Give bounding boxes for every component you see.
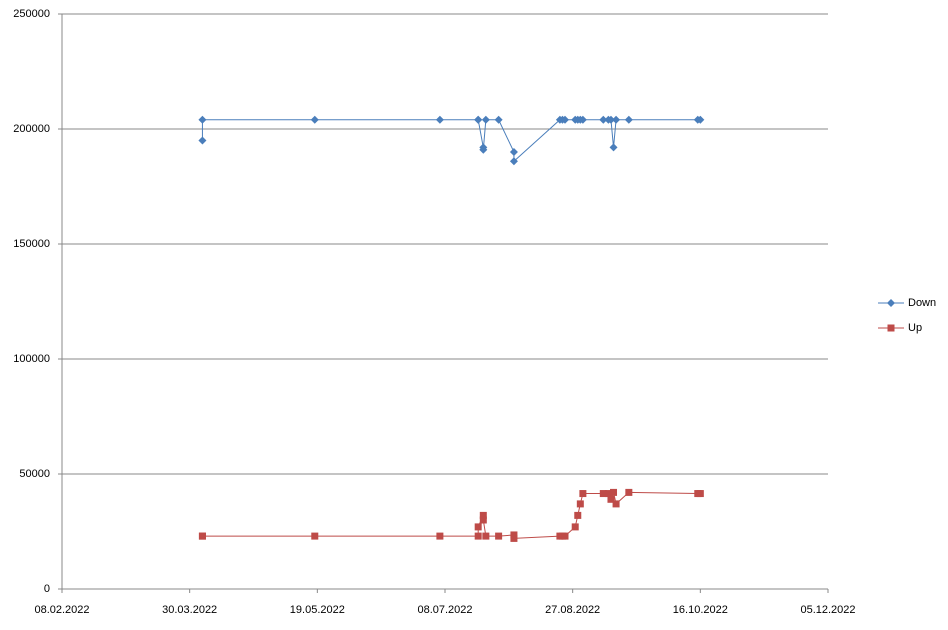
point [510,534,518,542]
point [612,115,621,124]
point [607,495,615,503]
legend-label: Down [908,297,936,309]
point [474,523,482,531]
y-tick-label: 250000 [13,8,50,20]
point [474,532,482,540]
point [509,148,518,156]
x-tick-label: 16.10.2022 [673,604,728,616]
x-tick-label: 19.05.2022 [290,604,345,616]
point [198,115,207,124]
y-tick-label: 200000 [13,123,50,135]
point [609,143,618,152]
x-tick-label: 27.08.2022 [545,604,600,616]
point [696,490,704,498]
point [561,115,570,124]
x-tick-label: 05.12.2022 [800,604,855,616]
point [599,115,608,124]
point [310,115,319,124]
point [482,532,490,540]
point [435,115,444,124]
point [198,136,207,145]
point [561,532,569,540]
point [494,115,503,124]
point [509,157,518,166]
x-tick-label: 08.07.2022 [417,604,472,616]
point [610,488,618,496]
y-tick-label: 100000 [13,353,50,365]
legend-marker [887,324,895,332]
point [474,115,483,124]
point [612,500,620,508]
point [606,115,615,124]
point [625,488,633,496]
point [479,145,488,154]
x-tick-label: 08.02.2022 [34,604,89,616]
point [495,532,503,540]
y-tick-label: 0 [44,583,50,595]
point [696,115,705,124]
y-tick-label: 150000 [13,238,50,250]
point [481,115,490,124]
legend-label: Up [908,322,922,334]
x-tick-label: 30.03.2022 [162,604,217,616]
point [576,500,584,508]
point [574,511,582,519]
legend-marker [887,299,895,307]
series-line [201,119,701,163]
point [579,490,587,498]
point [571,523,579,531]
point [436,532,444,540]
point [624,115,633,124]
point [311,532,319,540]
y-tick-label: 50000 [19,468,50,480]
point [198,532,206,540]
point [479,511,487,519]
point [479,516,487,524]
point [578,115,587,124]
point [604,490,612,498]
series-line [202,490,701,539]
point [599,490,607,498]
